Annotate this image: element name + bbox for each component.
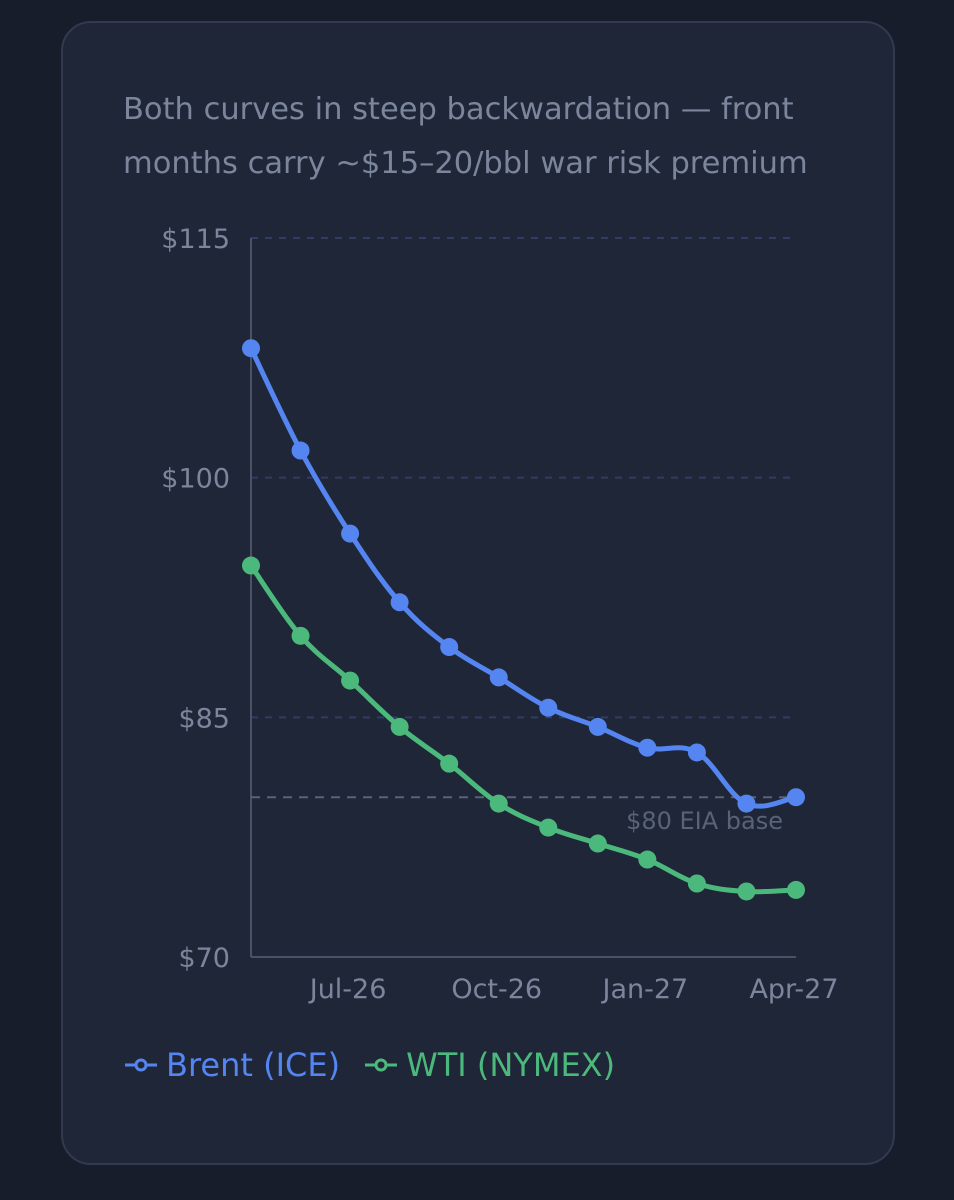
chart-subtitle: Both curves in steep backwardation — fro… (123, 92, 808, 181)
data-point-wti[interactable] (440, 754, 459, 773)
data-point-brent[interactable] (440, 638, 459, 657)
data-point-wti[interactable] (687, 874, 706, 893)
data-point-brent[interactable] (390, 593, 409, 612)
legend-label-wti: WTI (NYMEX) (406, 1046, 616, 1084)
data-point-brent[interactable] (341, 524, 360, 543)
data-point-wti[interactable] (539, 818, 558, 837)
data-point-brent[interactable] (242, 339, 260, 358)
data-point-brent[interactable] (489, 668, 508, 687)
x-tick-label: Jan-27 (600, 974, 688, 1005)
y-tick-label: $100 (161, 464, 230, 495)
legend-item-wti[interactable]: WTI (NYMEX) (364, 1046, 615, 1084)
chart-card: Both curves in steep backwardation — fro… (61, 21, 895, 1165)
x-tick-label: Jul-26 (308, 974, 387, 1005)
tick-label-layer: $115 $100 $85 $70 Jul-26 Oct-26 Jan-27 Apr-27 (161, 224, 838, 1005)
data-point-brent[interactable] (787, 788, 805, 807)
legend-line-marker-icon (125, 1058, 157, 1072)
y-tick-label: $70 (178, 943, 230, 974)
data-point-wti[interactable] (588, 834, 607, 853)
data-point-brent[interactable] (291, 441, 310, 460)
chart-legend: Brent (ICE) WTI (NYMEX) (124, 1046, 639, 1084)
series-line-brent (248, 345, 799, 809)
legend-line-marker-icon (365, 1058, 398, 1072)
reference-layer: $80 EIA base (251, 796, 796, 835)
grid-layer (251, 237, 796, 719)
data-point-wti[interactable] (341, 671, 360, 690)
series-layer (242, 339, 805, 901)
data-point-wti[interactable] (489, 794, 508, 813)
data-point-brent[interactable] (687, 743, 706, 762)
data-point-wti[interactable] (638, 850, 657, 869)
y-tick-label: $115 (161, 224, 230, 255)
data-point-wti[interactable] (737, 882, 756, 901)
data-point-wti[interactable] (242, 556, 260, 575)
legend-item-brent[interactable]: Brent (ICE) (124, 1046, 340, 1084)
data-point-wti[interactable] (787, 880, 805, 899)
axis-layer (250, 238, 796, 958)
data-point-brent[interactable] (539, 698, 558, 717)
data-point-wti[interactable] (291, 626, 310, 645)
x-tick-label: Apr-27 (749, 974, 838, 1005)
data-point-brent[interactable] (638, 738, 657, 757)
series-line-wti (248, 563, 799, 895)
x-tick-label: Oct-26 (451, 974, 542, 1005)
data-point-wti[interactable] (390, 717, 409, 736)
reference-line-label: $80 EIA base (626, 807, 783, 835)
y-tick-label: $85 (178, 703, 230, 734)
data-point-brent[interactable] (737, 794, 756, 813)
data-point-brent[interactable] (588, 717, 607, 736)
legend-label-brent: Brent (ICE) (166, 1046, 341, 1084)
